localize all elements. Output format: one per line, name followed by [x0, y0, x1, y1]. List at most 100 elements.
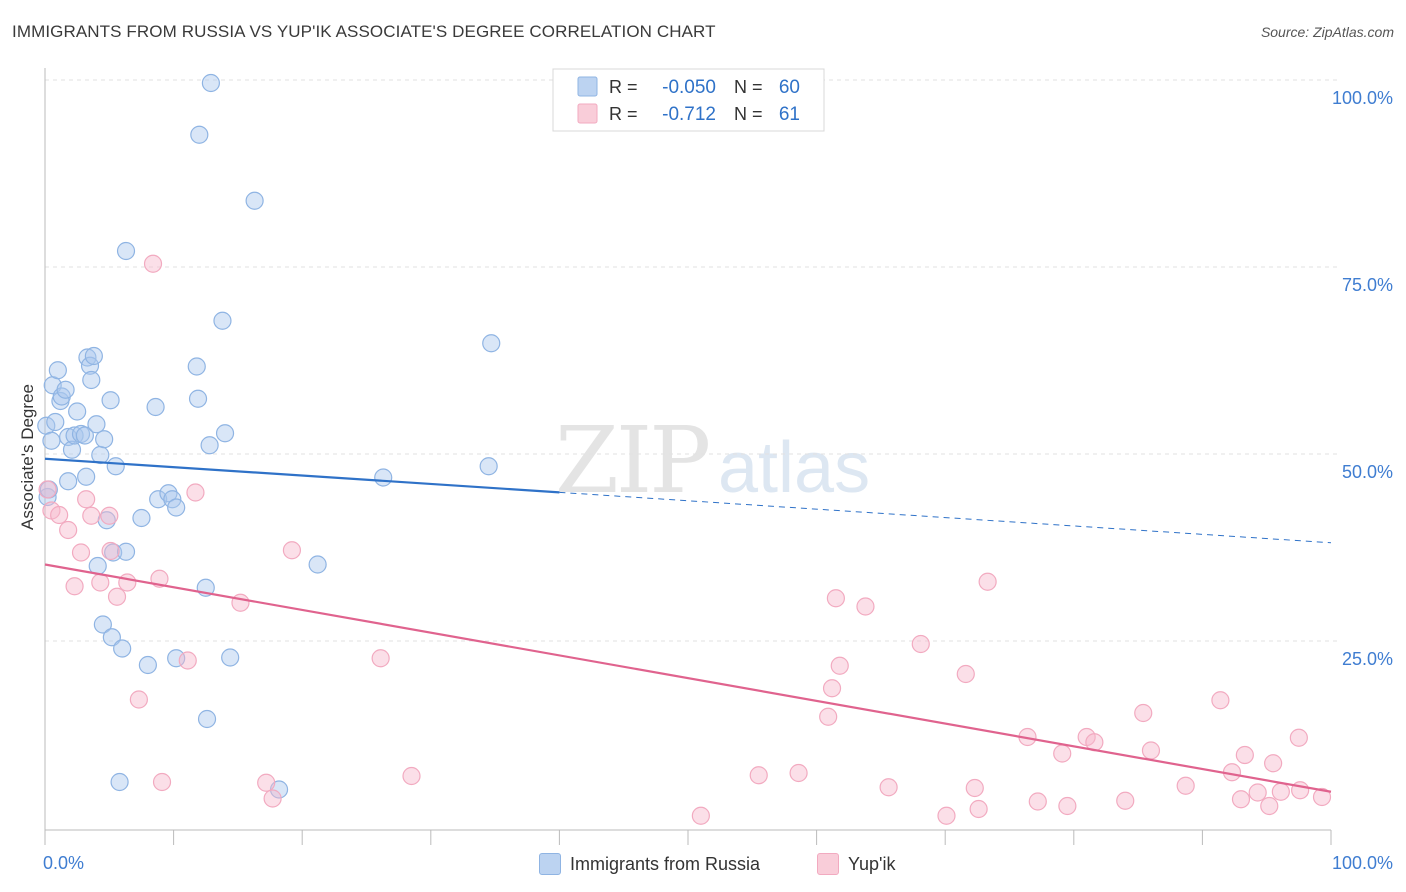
- russia-point-10: [59, 472, 78, 491]
- yupik-point-53: [1235, 745, 1254, 765]
- yupik-point-48: [1141, 741, 1161, 760]
- yupik-point-6: [77, 490, 96, 509]
- yupik-point-8: [91, 573, 110, 592]
- yupik-point-30: [826, 589, 845, 608]
- russia-point-53: [221, 648, 240, 667]
- trend-line-yupik: [44, 563, 1332, 793]
- yupik-point-37: [965, 778, 984, 798]
- yupik-point-25: [691, 806, 710, 825]
- yupik-point-26: [749, 766, 768, 785]
- x-tick-label-max: 100.0%: [1332, 853, 1393, 873]
- yupik-point-52: [1231, 790, 1251, 809]
- russia-point-32: [110, 772, 129, 792]
- stats-swatch-russia: [577, 76, 598, 97]
- russia-point-9: [56, 380, 75, 399]
- yupik-point-31: [830, 656, 849, 675]
- trend-line-russia: [44, 457, 560, 494]
- legend-swatch-yupik: [817, 853, 839, 875]
- trend-line-russia-extension: [559, 491, 1332, 544]
- yupik-point-39: [978, 572, 997, 591]
- russia-point-28: [101, 391, 120, 410]
- russia-point-59: [482, 334, 501, 353]
- yupik-point-33: [879, 778, 898, 797]
- y-tick-label-75: 75.0%: [1342, 275, 1393, 295]
- axes: [44, 68, 1332, 845]
- yupik-point-12: [118, 573, 137, 592]
- legend-label-russia: Immigrants from Russia: [570, 853, 761, 874]
- yupik-point-27: [789, 763, 808, 783]
- yupik-point-46: [1116, 791, 1135, 810]
- yupik-point-16: [152, 772, 172, 792]
- grid-lines: [45, 79, 1341, 642]
- yupik-point-32: [856, 597, 875, 616]
- russia-point-13: [65, 426, 84, 445]
- yupik-point-35: [937, 806, 956, 825]
- series-yupik-points: [38, 254, 1332, 825]
- stats-swatch-yupik: [577, 103, 598, 124]
- legend-label-yupik: Yup'ik: [848, 853, 896, 874]
- yupik-point-41: [1028, 792, 1047, 811]
- yupik-point-24: [402, 766, 421, 786]
- russia-point-54: [245, 191, 264, 210]
- russia-point-20: [82, 370, 101, 390]
- yupik-point-18: [186, 483, 205, 502]
- yupik-point-55: [1260, 796, 1279, 816]
- yupik-point-10: [101, 541, 120, 561]
- stats-n-label-yupik: N =: [734, 104, 763, 124]
- y-tick-label-25: 25.0%: [1342, 649, 1393, 669]
- chart-source: Source: ZipAtlas.com: [1260, 24, 1394, 40]
- stats-r-value-yupik: -0.712: [662, 104, 716, 125]
- yupik-point-60: [1312, 787, 1332, 807]
- yupik-point-49: [1176, 776, 1195, 795]
- russia-point-19: [80, 356, 100, 375]
- yupik-point-4: [65, 577, 84, 596]
- russia-point-34: [116, 542, 136, 561]
- russia-point-42: [167, 649, 186, 668]
- stats-box: R = -0.050 N = 60 R = -0.712 N = 61: [552, 68, 825, 132]
- russia-point-5: [46, 412, 65, 432]
- legend-item-russia[interactable]: Immigrants from Russia: [539, 853, 760, 875]
- russia-point-14: [68, 402, 87, 421]
- yupik-point-43: [1058, 796, 1077, 816]
- russia-point-6: [48, 361, 67, 380]
- russia-point-58: [479, 457, 498, 476]
- yupik-point-23: [371, 649, 390, 668]
- russia-point-1: [38, 487, 57, 507]
- yupik-point-47: [1134, 703, 1153, 723]
- legend-swatch-russia: [539, 853, 561, 875]
- yupik-point-54: [1248, 783, 1267, 802]
- series-russia-points: [37, 73, 501, 799]
- yupik-point-0: [38, 480, 57, 499]
- yupik-point-19: [231, 593, 250, 612]
- russia-point-3: [42, 431, 61, 450]
- yupik-point-2: [50, 505, 69, 525]
- russia-point-33: [113, 639, 132, 658]
- russia-point-45: [188, 389, 208, 408]
- yupik-point-13: [129, 690, 148, 709]
- yupik-point-29: [822, 679, 842, 698]
- russia-point-12: [62, 440, 82, 459]
- yupik-point-28: [819, 707, 838, 726]
- russia-point-52: [215, 424, 235, 443]
- chart-title: IMMIGRANTS FROM RUSSIA VS YUP'IK ASSOCIA…: [12, 22, 716, 41]
- russia-point-46: [190, 125, 209, 144]
- russia-point-26: [95, 430, 114, 449]
- legend-item-yupik[interactable]: Yup'ik: [817, 853, 895, 875]
- russia-point-50: [201, 73, 220, 93]
- russia-point-16: [75, 426, 94, 445]
- russia-point-39: [149, 490, 168, 509]
- russia-point-49: [200, 436, 219, 455]
- yupik-point-3: [59, 520, 78, 540]
- y-axis-label: Associate's Degree: [18, 384, 37, 530]
- russia-point-36: [132, 508, 151, 528]
- yupik-point-56: [1264, 754, 1283, 773]
- russia-point-38: [146, 397, 165, 417]
- yupik-point-21: [263, 789, 282, 808]
- stats-r-label-yupik: R =: [609, 104, 638, 124]
- yupik-point-50: [1211, 691, 1230, 710]
- yupik-point-42: [1053, 744, 1072, 763]
- tick-labels: 25.0% 50.0% 75.0% 100.0% 0.0% 100.0%: [43, 88, 1393, 873]
- russia-point-56: [308, 555, 327, 574]
- yupik-point-57: [1271, 782, 1290, 801]
- russia-point-44: [187, 357, 206, 376]
